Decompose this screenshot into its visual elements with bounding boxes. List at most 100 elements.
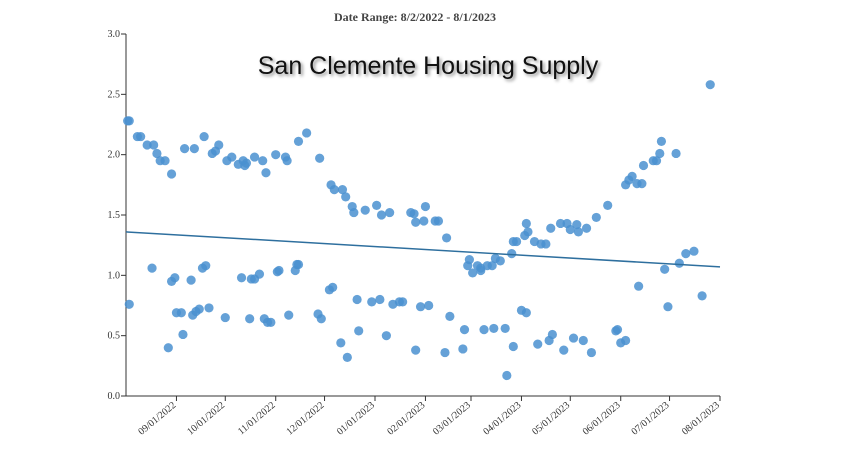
point [440,347,450,358]
point [521,218,531,229]
point [329,185,339,195]
point [360,205,370,215]
point [302,128,312,138]
point [258,156,268,166]
point [352,294,362,305]
point [282,156,292,166]
point [249,152,260,162]
point [663,302,673,312]
point [179,144,190,154]
x-tick-label: 01/01/2023 [335,400,377,438]
point [241,158,252,168]
chart-title: San Clemente Housing Supply [258,52,599,80]
point [163,343,173,353]
point [315,153,325,163]
y-tick-label: 1.0 [108,270,121,281]
point [316,314,326,324]
point [441,233,452,243]
point [199,131,209,142]
point [245,314,255,324]
point [375,294,385,305]
y-tick-label: 3.0 [108,29,121,40]
point [385,207,395,218]
point [136,131,146,142]
y-tick-label: 0.0 [108,391,121,402]
point [274,265,284,276]
point [656,136,667,146]
point [586,347,597,358]
point [328,282,338,292]
point [411,345,421,355]
point [459,325,470,335]
point [433,216,444,226]
y-tick-label: 0.5 [108,331,121,342]
point [419,216,429,226]
x-tick-label: 04/01/2023 [481,400,523,438]
point [559,345,569,355]
point [201,261,211,271]
point [697,291,707,301]
x-tick-label: 12/01/2022 [284,400,326,438]
point [372,200,382,210]
point [511,236,522,247]
point [651,156,662,166]
point [521,308,531,318]
point [634,281,644,291]
point [381,331,391,341]
point [464,255,474,265]
point [489,323,499,334]
point [445,311,455,321]
point [555,218,566,229]
point [507,249,517,259]
point [681,249,691,259]
point [266,317,276,327]
point [523,227,533,237]
point [476,265,486,276]
point [152,148,162,159]
point [502,370,512,381]
point [189,144,199,154]
point [638,160,649,171]
point [420,201,431,212]
point [637,179,647,189]
point [424,300,434,311]
point [487,261,497,271]
point [479,325,489,335]
x-tick-label: 10/01/2022 [185,400,227,438]
point [336,338,346,348]
point [337,185,348,195]
point [603,200,613,210]
point [398,297,408,307]
point [147,263,157,273]
point [227,152,237,162]
point [220,312,230,323]
point [341,192,351,202]
point [349,207,359,218]
x-tick-label: 07/01/2023 [630,400,672,438]
point [627,171,637,181]
point [500,323,510,334]
point [293,259,304,270]
trend-line [125,231,721,268]
y-tick-label: 2.0 [108,150,121,161]
point [367,297,377,307]
point [581,223,592,233]
point [142,140,152,150]
point [572,220,582,230]
point [149,140,159,150]
point [705,80,715,90]
point [458,344,468,354]
point [214,140,224,150]
point [674,258,684,268]
point [578,335,588,346]
point [194,304,204,314]
point [565,224,575,235]
x-tick-label: 06/01/2023 [581,400,623,438]
x-tick-label: 03/01/2023 [431,400,473,438]
x-tick-label: 11/01/2022 [236,400,278,437]
point [689,246,699,256]
point [376,210,387,220]
point [546,223,556,233]
x-tick-label: 02/01/2023 [385,400,427,438]
